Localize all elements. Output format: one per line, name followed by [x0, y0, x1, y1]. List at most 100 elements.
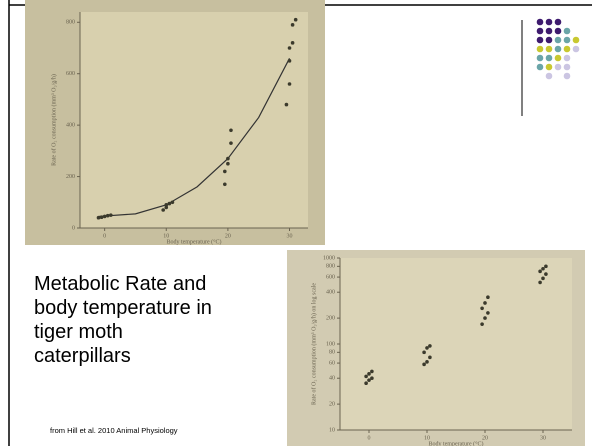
slide-title: Metabolic Rate and body temperature in t…: [34, 272, 221, 368]
data-point: [480, 322, 484, 326]
data-point: [483, 316, 487, 320]
data-point: [226, 157, 230, 161]
data-point: [100, 215, 104, 219]
decor-dot: [537, 55, 544, 62]
decor-dot: [555, 28, 562, 35]
decor-dot: [564, 28, 571, 35]
data-point: [428, 344, 432, 348]
data-point: [229, 141, 233, 145]
decor-dot: [537, 19, 544, 26]
data-point: [486, 295, 490, 299]
y-tick-label: 0: [72, 225, 75, 231]
y-tick-label: 800: [326, 264, 335, 270]
data-point: [364, 375, 368, 379]
data-point: [541, 277, 545, 281]
data-point: [168, 202, 172, 206]
data-point: [288, 46, 292, 50]
data-point: [103, 215, 107, 219]
data-point: [164, 203, 168, 207]
decor-dot: [546, 55, 553, 62]
y-axis-label: Rate of O₂ consumption (mm³ O₂/g/h) on l…: [310, 283, 317, 405]
decor-dot: [573, 37, 580, 44]
y-tick-label: 400: [66, 123, 75, 129]
data-point: [291, 41, 295, 45]
data-point: [109, 213, 113, 217]
decor-dot: [546, 73, 553, 80]
decor-dot: [546, 28, 553, 35]
data-point: [223, 182, 227, 186]
data-point: [483, 301, 487, 305]
data-point: [161, 208, 165, 212]
x-axis-label: Body temperature (°C): [428, 440, 483, 446]
data-point: [364, 381, 368, 385]
decor-dot: [555, 19, 562, 26]
y-tick-label: 200: [66, 174, 75, 180]
data-point: [480, 307, 484, 311]
decor-dot: [546, 37, 553, 44]
plot-area: [80, 12, 308, 228]
data-point: [422, 351, 426, 355]
data-point: [541, 267, 545, 271]
data-point: [367, 372, 371, 376]
y-tick-label: 600: [66, 71, 75, 77]
y-tick-label: 20: [329, 401, 335, 407]
data-point: [370, 370, 374, 374]
decor-dot: [537, 28, 544, 35]
data-point: [223, 170, 227, 174]
data-point: [422, 363, 426, 367]
data-point: [97, 216, 101, 220]
data-point: [226, 162, 230, 166]
decor-dot: [546, 19, 553, 26]
data-point: [294, 18, 298, 22]
decor-dot: [564, 55, 571, 62]
decor-dot: [537, 37, 544, 44]
decor-dot: [555, 46, 562, 53]
decor-dot: [537, 64, 544, 71]
x-tick-label: 20: [225, 233, 231, 239]
data-point: [544, 265, 548, 269]
data-point: [425, 346, 429, 350]
plot-area: [340, 258, 572, 430]
x-tick-label: 0: [368, 435, 371, 441]
data-point: [538, 270, 542, 274]
decor-dot: [564, 64, 571, 71]
decor-dot: [546, 46, 553, 53]
x-tick-label: 30: [287, 233, 293, 239]
decor-dot: [564, 73, 571, 80]
decor-dot: [555, 37, 562, 44]
data-point: [544, 272, 548, 276]
data-point: [425, 360, 429, 364]
decor-dot: [564, 46, 571, 53]
data-point: [291, 23, 295, 27]
decor-dot: [555, 55, 562, 62]
data-point: [538, 281, 542, 285]
data-point: [229, 128, 233, 132]
data-point: [486, 311, 490, 315]
y-tick-label: 10: [329, 427, 335, 433]
source-note: from Hill et al. 2010 Animal Physiology: [50, 426, 178, 435]
y-tick-label: 800: [66, 20, 75, 26]
decor-dot: [573, 46, 580, 53]
data-point: [285, 103, 289, 107]
decor-dot: [537, 46, 544, 53]
y-tick-label: 40: [329, 376, 335, 382]
data-point: [288, 82, 292, 86]
data-point: [106, 214, 110, 218]
y-tick-label: 60: [329, 360, 335, 366]
x-axis-label: Body temperature (°C): [166, 238, 221, 245]
x-tick-label: 0: [103, 233, 106, 239]
y-tick-label: 400: [326, 290, 335, 296]
data-point: [288, 59, 292, 63]
y-tick-label: 80: [329, 350, 335, 356]
x-tick-label: 30: [540, 435, 546, 441]
decor-dot: [564, 37, 571, 44]
data-point: [370, 376, 374, 380]
slide: {"title": "Metabolic Rate and body tempe…: [0, 0, 592, 446]
decor-dot: [555, 64, 562, 71]
data-point: [428, 356, 432, 360]
y-tick-label: 200: [326, 315, 335, 321]
data-point: [171, 200, 175, 204]
y-tick-label: 1000: [323, 255, 335, 261]
y-axis-label: Rate of O₂ consumption (mm³ O₂/g/h): [50, 74, 57, 166]
slide-canvas: 02004006008000102030Body temperature (°C…: [0, 0, 592, 446]
